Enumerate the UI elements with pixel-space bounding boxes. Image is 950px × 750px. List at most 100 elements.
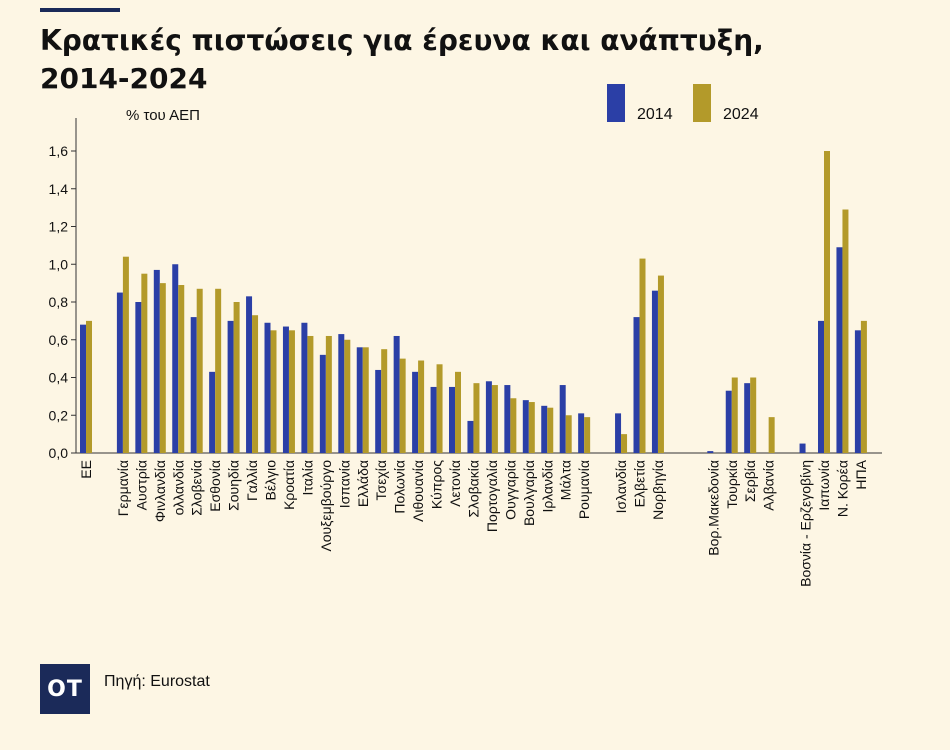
bar-2014 [375, 369, 382, 453]
bar-2024 [307, 335, 314, 453]
y-tick-label: 0,4 [49, 370, 69, 386]
top-accent-rule [40, 8, 120, 12]
bar-2014 [190, 317, 197, 453]
bar-2014 [116, 292, 123, 453]
y-tick-label: 0,0 [49, 445, 69, 461]
bar-2014 [393, 335, 400, 453]
bar-2014 [135, 302, 142, 453]
legend-label-2024: 2024 [723, 106, 759, 123]
bar-2024 [768, 417, 775, 453]
x-tick-label: Σλοβακία [465, 460, 481, 518]
x-tick-label: Ιταλία [299, 460, 315, 496]
bar-2014 [559, 385, 566, 453]
x-tick-label: Σλοβενία [189, 460, 205, 516]
x-tick-label: Κροατία [281, 460, 297, 510]
ot-logo: OT [40, 664, 90, 714]
x-tick-label: Ρουμανία [576, 460, 592, 519]
x-tick-label: Τσεχία [373, 460, 389, 500]
x-tick-label: Ουγγαρία [502, 460, 518, 520]
bar-2024 [159, 283, 166, 453]
y-tick-label: 0,6 [49, 332, 69, 348]
bar-2024 [233, 302, 240, 453]
y-tick-label: 1,2 [49, 219, 69, 235]
bar-2024 [270, 330, 277, 453]
bar-2014 [818, 320, 824, 453]
bar-2024 [381, 349, 388, 453]
x-tick-label: Γαλλία [244, 460, 260, 501]
x-tick-label: Ισλανδία [613, 460, 629, 513]
y-axis-label: % του ΑΕΠ [126, 107, 200, 124]
x-tick-label: Βέλγιο [263, 460, 279, 501]
x-tick-label: Λιθουανία [410, 460, 426, 522]
legend-swatch-2014 [607, 84, 625, 122]
x-tick-label: Ελλάδα [355, 460, 371, 507]
y-tick-label: 1,6 [49, 143, 69, 159]
x-tick-label: Ιρλανδία [539, 460, 555, 512]
bar-2024 [824, 151, 830, 453]
x-tick-label: Αυστρία [133, 460, 149, 510]
bar-2024 [418, 360, 425, 453]
bar-2014 [836, 247, 843, 453]
bar-2024 [325, 335, 332, 453]
x-tick-label: Σουηδία [226, 460, 242, 511]
bar-2024 [86, 320, 92, 453]
bar-2024 [215, 288, 222, 453]
bar-2014 [319, 354, 326, 453]
bar-2024 [436, 364, 443, 453]
bar-2024 [657, 275, 664, 453]
bar-2024 [528, 402, 535, 453]
bar-2014 [209, 371, 216, 453]
x-tick-label: Βοσνία - Ερζεγοβίνη [798, 460, 814, 587]
bar-2014 [504, 385, 511, 453]
bar-2014 [412, 371, 419, 453]
bar-2014 [172, 264, 179, 453]
bar-2014 [633, 317, 640, 453]
bar-2024 [196, 288, 203, 453]
x-tick-label: Τουρκία [724, 460, 740, 509]
bar-2014 [615, 413, 622, 453]
bar-2014 [338, 334, 345, 453]
bar-2014 [246, 296, 253, 453]
bar-2014 [282, 326, 289, 453]
bar-2024 [639, 258, 646, 453]
x-tick-label: Κύπρος [429, 460, 445, 509]
bar-2014 [467, 420, 474, 453]
legend-label-2014: 2014 [637, 106, 673, 123]
bar-2014 [264, 322, 271, 453]
bar-2014 [522, 400, 529, 453]
x-tick-label: Σερβία [742, 460, 758, 502]
x-tick-label: Βορ.Μακεδονία [705, 460, 721, 556]
bar-2024 [491, 385, 498, 453]
bar-2014 [651, 290, 658, 453]
bar-2014 [725, 390, 732, 453]
bar-2014 [356, 347, 363, 453]
bar-2024 [621, 434, 628, 453]
bar-2024 [122, 256, 129, 453]
x-tick-label: Πολωνία [392, 460, 408, 514]
x-tick-label: Λουξεμβούργο [318, 460, 334, 552]
source-note: Πηγή: Eurostat [104, 673, 210, 690]
bar-2014 [80, 324, 86, 453]
bar-2024 [731, 377, 738, 453]
x-tick-label: Ισπανία [336, 460, 352, 508]
bar-2024 [141, 273, 148, 453]
x-tick-label: Γερμανία [115, 460, 131, 516]
y-tick-label: 0,2 [49, 407, 69, 423]
bar-2014 [430, 386, 437, 453]
x-tick-label: ΕΕ [78, 460, 94, 479]
bar-2024 [288, 330, 295, 453]
bar-2024 [252, 315, 259, 453]
y-tick-label: 1,4 [49, 181, 69, 197]
bar-2024 [842, 209, 849, 453]
bar-2014 [854, 330, 861, 453]
x-tick-label: Νορβηγία [650, 460, 666, 520]
bar-2014 [485, 381, 492, 453]
x-tick-label: Φινλανδία [152, 460, 168, 522]
x-tick-label: Μάλτα [558, 460, 574, 500]
bar-2024 [584, 417, 591, 453]
x-tick-label: Εσθονία [207, 460, 223, 512]
bar-2024 [547, 407, 554, 453]
x-tick-label: Ν. Κορέα [834, 460, 850, 517]
x-tick-label: Αλβανία [761, 460, 777, 511]
